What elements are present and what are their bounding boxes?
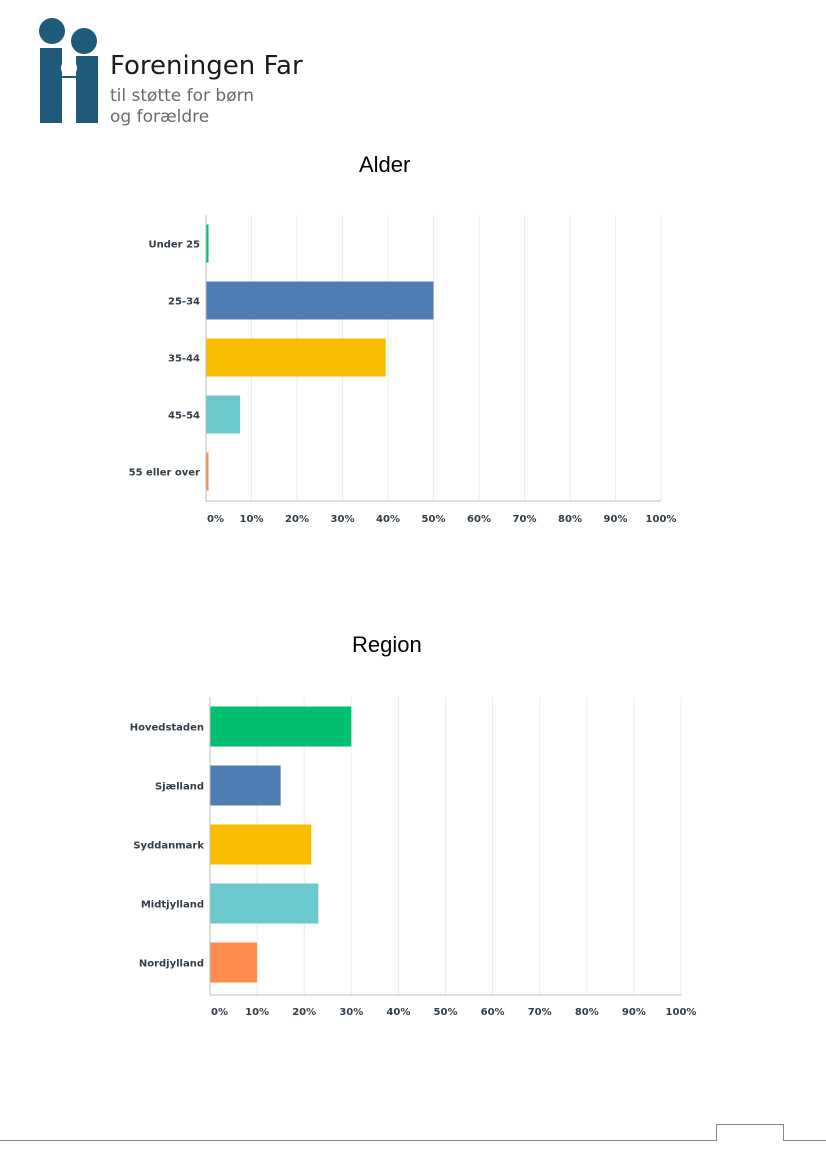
x-tick-label: 70% — [513, 514, 537, 525]
bar-3 — [206, 395, 241, 434]
category-label: 35-44 — [168, 354, 200, 365]
x-tick-label: 60% — [481, 1007, 505, 1018]
bar-0 — [210, 706, 352, 747]
x-tick-label: 10% — [245, 1007, 269, 1018]
category-label: Syddanmark — [133, 841, 204, 852]
x-tick-label: 0% — [207, 514, 224, 525]
chart-title-region: Region — [352, 632, 422, 657]
category-label: 45-54 — [168, 411, 200, 422]
bar-4 — [206, 452, 209, 491]
page-number-box — [716, 1124, 784, 1141]
bar-1 — [210, 765, 281, 806]
bar-2 — [210, 824, 312, 865]
logo-name: Foreningen Far — [110, 51, 303, 81]
chart-region: Hovedstaden Sjælland Syddanmark Midtjylland… — [130, 697, 697, 1018]
chart-alder: Under 25 25-34 35-44 45-54 55 eller over 0% 10… — [129, 215, 677, 525]
footer-line — [0, 1140, 826, 1141]
logo-figure-icon — [39, 18, 98, 123]
bar-4 — [210, 942, 258, 983]
bar-3 — [210, 883, 319, 924]
x-tick-label: 80% — [558, 514, 582, 525]
x-tick-label: 100% — [646, 514, 677, 525]
logo-tagline-line2: og forældre — [110, 107, 210, 127]
x-tick-label: 70% — [528, 1007, 552, 1018]
x-tick-label: 10% — [240, 514, 264, 525]
x-tick-label: 90% — [604, 514, 628, 525]
x-tick-label: 50% — [434, 1007, 458, 1018]
bar-0 — [206, 224, 209, 263]
x-tick-label: 40% — [386, 1007, 410, 1018]
chart-title-alder: Alder — [359, 152, 411, 177]
x-tick-label: 30% — [339, 1007, 363, 1018]
category-label: Hovedstaden — [130, 723, 204, 734]
x-tick-label: 80% — [575, 1007, 599, 1018]
x-tick-label: 20% — [285, 514, 309, 525]
category-label: Sjælland — [155, 782, 204, 793]
logo: Foreningen Far til støtte for børn og fo… — [36, 16, 336, 128]
category-label: Under 25 — [148, 240, 200, 251]
bar-2 — [206, 338, 386, 377]
bar-1 — [206, 281, 434, 320]
x-tick-label: 50% — [422, 514, 446, 525]
x-tick-label: 100% — [666, 1007, 697, 1018]
x-tick-label: 60% — [467, 514, 491, 525]
x-tick-label: 30% — [331, 514, 355, 525]
x-tick-label: 90% — [622, 1007, 646, 1018]
logo-tagline-line1: til støtte for børn — [110, 86, 255, 106]
x-tick-label: 0% — [211, 1007, 228, 1018]
category-label: Midtjylland — [141, 900, 204, 911]
category-label: 25-34 — [168, 297, 200, 308]
x-tick-label: 20% — [292, 1007, 316, 1018]
category-label: 55 eller over — [129, 468, 200, 479]
category-label: Nordjylland — [139, 959, 204, 970]
x-tick-label: 40% — [376, 514, 400, 525]
